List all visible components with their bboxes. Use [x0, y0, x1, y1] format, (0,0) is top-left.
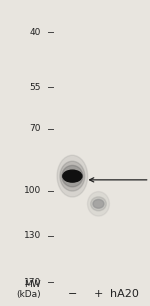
Text: hA20: hA20	[110, 289, 139, 299]
Text: 130: 130	[24, 231, 41, 241]
Text: −: −	[68, 289, 77, 299]
Ellipse shape	[63, 170, 82, 182]
Text: +: +	[94, 289, 103, 299]
Text: 70: 70	[30, 125, 41, 133]
Ellipse shape	[62, 166, 83, 187]
Text: 55: 55	[30, 83, 41, 92]
Text: MW
(kDa): MW (kDa)	[16, 280, 41, 299]
Ellipse shape	[93, 200, 104, 208]
Ellipse shape	[87, 192, 109, 216]
Text: 100: 100	[24, 186, 41, 195]
Text: 170: 170	[24, 278, 41, 287]
Ellipse shape	[57, 155, 88, 197]
Ellipse shape	[60, 161, 85, 191]
Text: A20: A20	[90, 175, 150, 185]
Text: 40: 40	[30, 28, 41, 37]
Ellipse shape	[91, 197, 106, 211]
